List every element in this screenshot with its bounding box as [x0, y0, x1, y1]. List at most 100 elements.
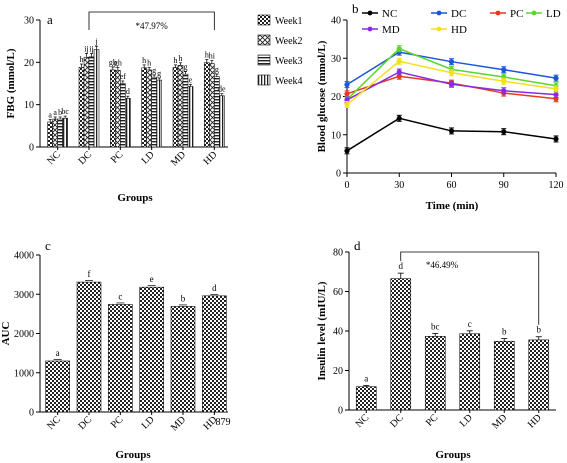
x-tick-label: 0: [345, 180, 350, 191]
significance-bracket: [400, 251, 540, 325]
sig-label: gh: [109, 58, 117, 67]
bar: [355, 386, 377, 411]
y-tick-label: 2000: [14, 329, 34, 340]
legend-label: LD: [546, 8, 561, 20]
sig-label: ij: [89, 44, 93, 53]
y-tick-label: 4000: [14, 251, 34, 262]
legend-label: NC: [382, 8, 397, 20]
bar: [93, 49, 100, 148]
sig-label: b: [537, 325, 542, 335]
sig-label: d: [126, 87, 130, 96]
panel-letter: c: [45, 238, 51, 253]
x-tick-label: MD: [490, 412, 509, 431]
y-tick-label: 20: [333, 366, 343, 377]
bar: [83, 56, 90, 148]
bar: [47, 121, 53, 148]
legend-swatch: [257, 74, 271, 86]
sig-label: e: [189, 75, 193, 84]
bar: [459, 333, 481, 411]
data-point: [501, 88, 507, 94]
bracket-annotation: *47.97%: [136, 21, 169, 31]
sig-label: f: [88, 269, 91, 279]
bar: [390, 278, 412, 411]
y-tick-label: 0: [29, 143, 34, 154]
y-tick-label: 60: [333, 287, 343, 298]
series-line: [346, 117, 557, 152]
data-point: [448, 70, 455, 76]
sig-label: h: [147, 58, 151, 67]
x-tick-label: NC: [354, 412, 372, 430]
legend-label: Week2: [275, 36, 303, 47]
x-tick-label: DC: [388, 412, 406, 430]
sig-label: b: [181, 293, 186, 303]
sig-label: gh: [114, 58, 122, 67]
sig-label: de: [218, 85, 226, 94]
bar: [78, 67, 85, 148]
bar: [125, 98, 131, 148]
legend-swatch: [257, 34, 271, 46]
x-tick-label: 90: [499, 180, 509, 191]
bar: [120, 83, 126, 148]
y-tick-label: 10: [24, 100, 34, 111]
sig-label: a: [364, 374, 368, 384]
x-axis-title: Groups: [435, 449, 471, 461]
y-axis-title: Insulin level (mIU/L): [316, 281, 328, 380]
data-point: [553, 75, 559, 81]
bar: [76, 281, 102, 413]
data-point: [396, 115, 402, 121]
bar: [156, 79, 162, 148]
sig-label: b: [58, 108, 62, 117]
x-tick-label: PC: [424, 412, 441, 429]
sig-label: d: [399, 261, 404, 271]
bar: [209, 63, 215, 148]
panel-b: b 0 10 20 30 40 0 30 60 90 120 Blood glucose (mmol/…: [316, 1, 564, 212]
y-tick-label: 0: [29, 408, 34, 419]
bar: [115, 70, 121, 148]
x-tick-label: HD: [526, 412, 544, 430]
panel-letter: a: [47, 12, 53, 27]
x-tick-label: LD: [140, 414, 157, 431]
x-tick-label: DC: [77, 149, 95, 167]
y-tick-label: 3000: [14, 290, 34, 301]
x-tick-label: NC: [45, 149, 63, 167]
data-point: [396, 46, 402, 52]
legend-marker: [495, 10, 501, 16]
legend-marker: [367, 26, 373, 32]
y-axis-title: FBG (mmol/L): [5, 48, 17, 118]
x-tick-label: 120: [549, 180, 564, 191]
y-tick-label: 80: [333, 248, 343, 259]
data-point: [344, 91, 350, 97]
bar: [187, 86, 194, 148]
y-tick-label: 0: [338, 406, 343, 417]
data-point: [344, 101, 350, 108]
sig-label: a: [53, 108, 57, 117]
y-tick-label: 0: [336, 169, 341, 180]
sig-label: h: [142, 56, 146, 65]
sig-label: ef: [120, 72, 127, 81]
bar: [182, 73, 189, 148]
bar: [204, 62, 210, 148]
x-tick-label: MD: [169, 149, 188, 168]
sig-label: d: [212, 283, 217, 293]
bar: [202, 295, 227, 413]
sig-label: h: [80, 55, 84, 64]
legend-label: Week1: [275, 16, 303, 27]
sig-label: c: [118, 291, 122, 301]
sig-label: h: [174, 56, 178, 65]
legend-label: DC: [451, 8, 466, 20]
data-point: [396, 58, 402, 64]
x-tick-label: PC: [109, 414, 126, 431]
bar: [170, 306, 196, 413]
bar: [141, 67, 147, 148]
bar: [139, 286, 164, 413]
sig-label: a: [48, 110, 52, 119]
data-point: [448, 128, 455, 134]
sig-label: hi: [209, 52, 216, 61]
y-tick-label: 1000: [14, 368, 34, 379]
sig-label: h: [179, 54, 183, 63]
x-axis-title: Time (min): [426, 200, 479, 212]
data-point: [344, 148, 350, 154]
legend-label: Week3: [275, 56, 303, 67]
